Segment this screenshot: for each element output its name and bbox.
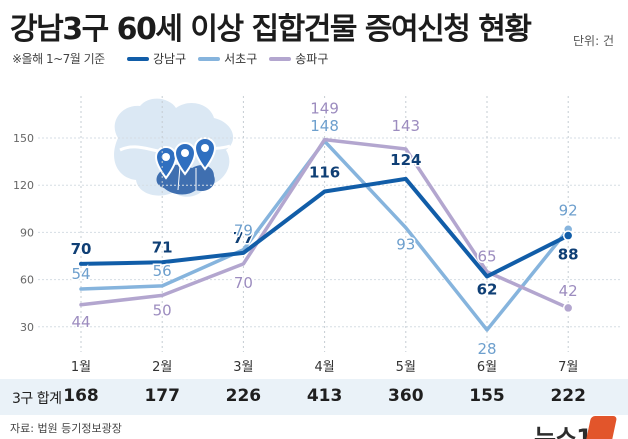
y-tick-label: 150 bbox=[13, 132, 34, 145]
district-border bbox=[177, 165, 197, 191]
source-note: 자료: 법원 등기정보광장 bbox=[10, 422, 122, 435]
data-label: 148 bbox=[310, 117, 339, 135]
map-pin-dot bbox=[201, 144, 209, 152]
total-value: 360 bbox=[388, 386, 424, 406]
x-tick-label: 6월 bbox=[477, 360, 497, 375]
total-value: 177 bbox=[144, 386, 180, 406]
location-pins bbox=[154, 137, 217, 180]
map-pin-dot bbox=[181, 149, 189, 157]
legend-swatch-gangnam bbox=[127, 56, 149, 61]
data-label: 44 bbox=[71, 313, 90, 331]
data-label: 42 bbox=[559, 282, 578, 300]
total-value: 413 bbox=[306, 386, 343, 406]
chart-title: 강남3구 60세 이상 집합건물 증여신청 현황 bbox=[10, 12, 532, 47]
x-tick-label: 4월 bbox=[314, 360, 334, 375]
news1-logo: 뉴스1 bbox=[520, 414, 628, 439]
x-tick-label: 5월 bbox=[396, 360, 416, 375]
line-chart: 30 60 90 120 150 1월 2월 3월 4월 5월 6월 7월 70 71 77 116 124… bbox=[13, 96, 622, 375]
logo-text: 뉴스1 bbox=[534, 424, 593, 439]
legend-label-songpa: 송파구 bbox=[295, 52, 329, 66]
legend-label-gangnam: 강남구 bbox=[153, 52, 187, 66]
map-pin-icon bbox=[173, 142, 197, 176]
series-line-2 bbox=[79, 137, 570, 310]
logo-mark bbox=[584, 416, 618, 439]
data-label: 93 bbox=[396, 236, 415, 254]
map-pin-icon bbox=[154, 146, 178, 180]
data-label: 116 bbox=[309, 163, 340, 181]
data-label: 71 bbox=[152, 238, 173, 256]
y-tick-label: 90 bbox=[20, 226, 34, 239]
totals-label: 3구 합계 bbox=[12, 391, 62, 407]
legend-item-seocho: 서초구 bbox=[198, 50, 257, 67]
map-pin-icon bbox=[193, 137, 217, 171]
data-label: 143 bbox=[391, 117, 420, 135]
map-pin-dot bbox=[162, 153, 170, 161]
x-axis: 1월 2월 3월 4월 5월 6월 7월 bbox=[71, 360, 578, 375]
data-label: 79 bbox=[234, 222, 253, 240]
series-lines bbox=[79, 137, 571, 332]
data-label: 77 bbox=[233, 229, 254, 247]
legend-label-seocho: 서초구 bbox=[224, 52, 258, 66]
data-label: 149 bbox=[310, 100, 339, 118]
data-label: 92 bbox=[559, 201, 578, 219]
data-label: 70 bbox=[71, 240, 92, 258]
data-label: 54 bbox=[71, 265, 90, 283]
data-label: 28 bbox=[477, 340, 496, 358]
x-tick-label: 2월 bbox=[152, 360, 172, 375]
data-label: 70 bbox=[234, 274, 253, 292]
period-note: ※올해 1~7월 기준 bbox=[12, 52, 105, 66]
legend-item-songpa: 송파구 bbox=[269, 50, 328, 67]
series-points bbox=[562, 224, 574, 314]
data-label: 50 bbox=[153, 301, 172, 319]
data-label: 62 bbox=[477, 280, 498, 298]
legend-swatch-songpa bbox=[269, 56, 292, 61]
series-endpoint-2 bbox=[562, 302, 574, 314]
x-tick-label: 3월 bbox=[233, 360, 253, 375]
total-value: 226 bbox=[225, 386, 262, 406]
series-line-0 bbox=[79, 176, 571, 279]
y-tick-label: 60 bbox=[20, 274, 34, 287]
data-label: 65 bbox=[477, 248, 496, 266]
data-label: 124 bbox=[390, 151, 421, 169]
data-labels: 70 71 77 116 124 62 88 54 56 79 148 93 28 92 44 50 70 149… bbox=[69, 98, 580, 359]
x-tick-label: 7월 bbox=[558, 360, 578, 375]
y-tick-label: 30 bbox=[20, 321, 34, 334]
totals-row: 3구 합계 168 177 226 413 360 155 222 bbox=[0, 379, 628, 415]
data-label: 56 bbox=[153, 262, 172, 280]
total-value: 155 bbox=[469, 386, 505, 406]
x-tick-label: 1월 bbox=[71, 360, 91, 375]
total-value: 222 bbox=[550, 386, 586, 406]
total-value: 168 bbox=[63, 386, 99, 406]
y-axis: 30 60 90 120 150 bbox=[13, 132, 34, 334]
data-label: 88 bbox=[558, 246, 579, 264]
legend-item-gangnam: 강남구 bbox=[127, 50, 186, 67]
grid-lines bbox=[38, 96, 622, 352]
y-tick-label: 120 bbox=[13, 179, 34, 192]
unit-label: 단위: 건 bbox=[573, 34, 614, 48]
legend-swatch-seocho bbox=[198, 56, 221, 61]
series-endpoint-0 bbox=[562, 230, 574, 241]
legend: 강남구 서초구 송파구 bbox=[127, 50, 328, 67]
